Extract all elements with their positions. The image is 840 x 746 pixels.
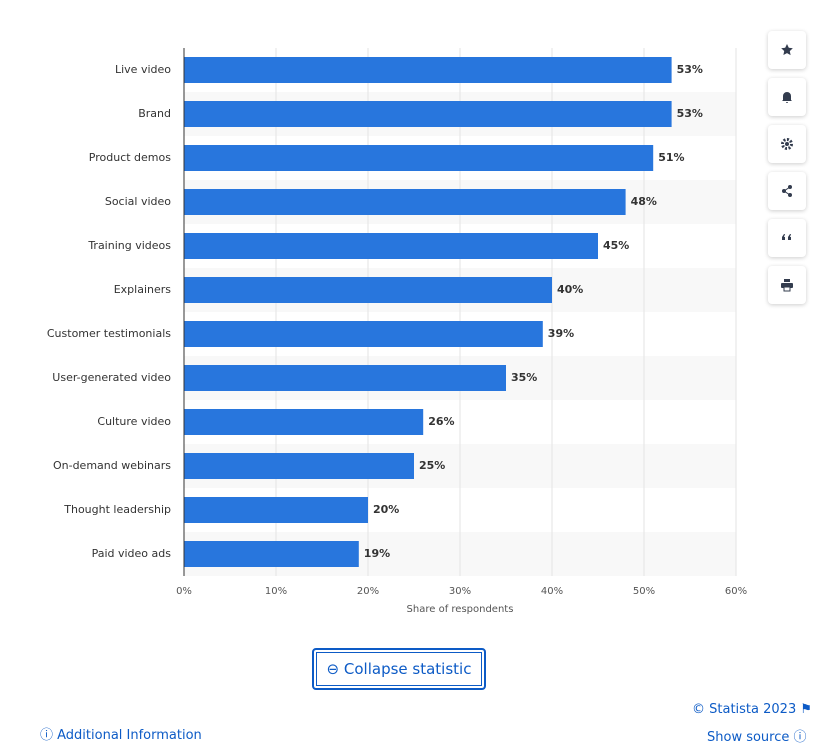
value-label: 25% xyxy=(419,459,445,472)
cite-button[interactable] xyxy=(768,219,806,257)
value-label: 35% xyxy=(511,371,537,384)
x-tick-label: 40% xyxy=(541,586,563,597)
show-source[interactable]: Show source ⓘ xyxy=(707,730,807,745)
bar xyxy=(184,497,368,523)
x-axis-title: Share of respondents xyxy=(407,604,514,615)
bar xyxy=(184,365,506,391)
y-tick-label: Customer testimonials xyxy=(47,327,171,340)
bar xyxy=(184,541,359,567)
x-tick-label: 10% xyxy=(265,586,287,597)
x-tick-label: 30% xyxy=(449,586,471,597)
value-label: 19% xyxy=(364,547,390,560)
copyright[interactable]: © Statista 2023 ⚑ xyxy=(692,702,813,717)
value-label: 48% xyxy=(631,195,657,208)
y-tick-label: Culture video xyxy=(97,415,171,428)
y-tick-label: Brand xyxy=(138,107,171,120)
bar xyxy=(184,321,543,347)
y-tick-label: Training videos xyxy=(87,239,171,252)
value-label: 20% xyxy=(373,503,399,516)
notification-button[interactable] xyxy=(768,78,806,116)
value-label: 53% xyxy=(677,107,703,120)
value-label: 39% xyxy=(548,327,574,340)
share-button[interactable] xyxy=(768,172,806,210)
print-button[interactable] xyxy=(768,266,806,304)
value-label: 53% xyxy=(677,63,703,76)
bar xyxy=(184,453,414,479)
x-tick-label: 20% xyxy=(357,586,379,597)
collapse-label: Collapse statistic xyxy=(343,660,472,678)
copyright-text: © Statista 2023 xyxy=(692,702,797,717)
bar xyxy=(184,277,552,303)
x-tick-label: 50% xyxy=(633,586,655,597)
favorite-button[interactable] xyxy=(768,31,806,69)
value-label: 26% xyxy=(428,415,454,428)
bar xyxy=(184,57,672,83)
additional-info[interactable]: ⓘ Additional Information xyxy=(40,728,202,743)
bar xyxy=(184,409,424,435)
y-tick-label: Live video xyxy=(115,63,171,76)
settings-button[interactable] xyxy=(768,125,806,163)
y-tick-label: Paid video ads xyxy=(92,547,172,560)
x-tick-label: 0% xyxy=(176,586,192,597)
show-source-text: Show source xyxy=(707,730,790,745)
bar xyxy=(184,101,672,127)
bar xyxy=(184,145,654,171)
value-label: 45% xyxy=(603,239,629,252)
additional-info-text: Additional Information xyxy=(57,728,202,743)
bar xyxy=(184,189,626,215)
chart: Share of respondents 0% 10% 20% 30% 40% 50% 60… xyxy=(47,48,747,615)
y-tick-label: User-generated video xyxy=(52,371,171,384)
y-tick-label: On-demand webinars xyxy=(53,459,171,472)
y-tick-label: Explainers xyxy=(114,283,172,296)
bar xyxy=(184,233,598,259)
x-tick-label: 60% xyxy=(725,586,747,597)
collapse-button[interactable]: ⊖ Collapse statistic xyxy=(312,648,486,690)
y-tick-label: Thought leadership xyxy=(63,503,171,516)
value-label: 51% xyxy=(658,151,684,164)
y-tick-label: Product demos xyxy=(89,151,171,164)
y-tick-label: Social video xyxy=(105,195,171,208)
value-label: 40% xyxy=(557,283,583,296)
